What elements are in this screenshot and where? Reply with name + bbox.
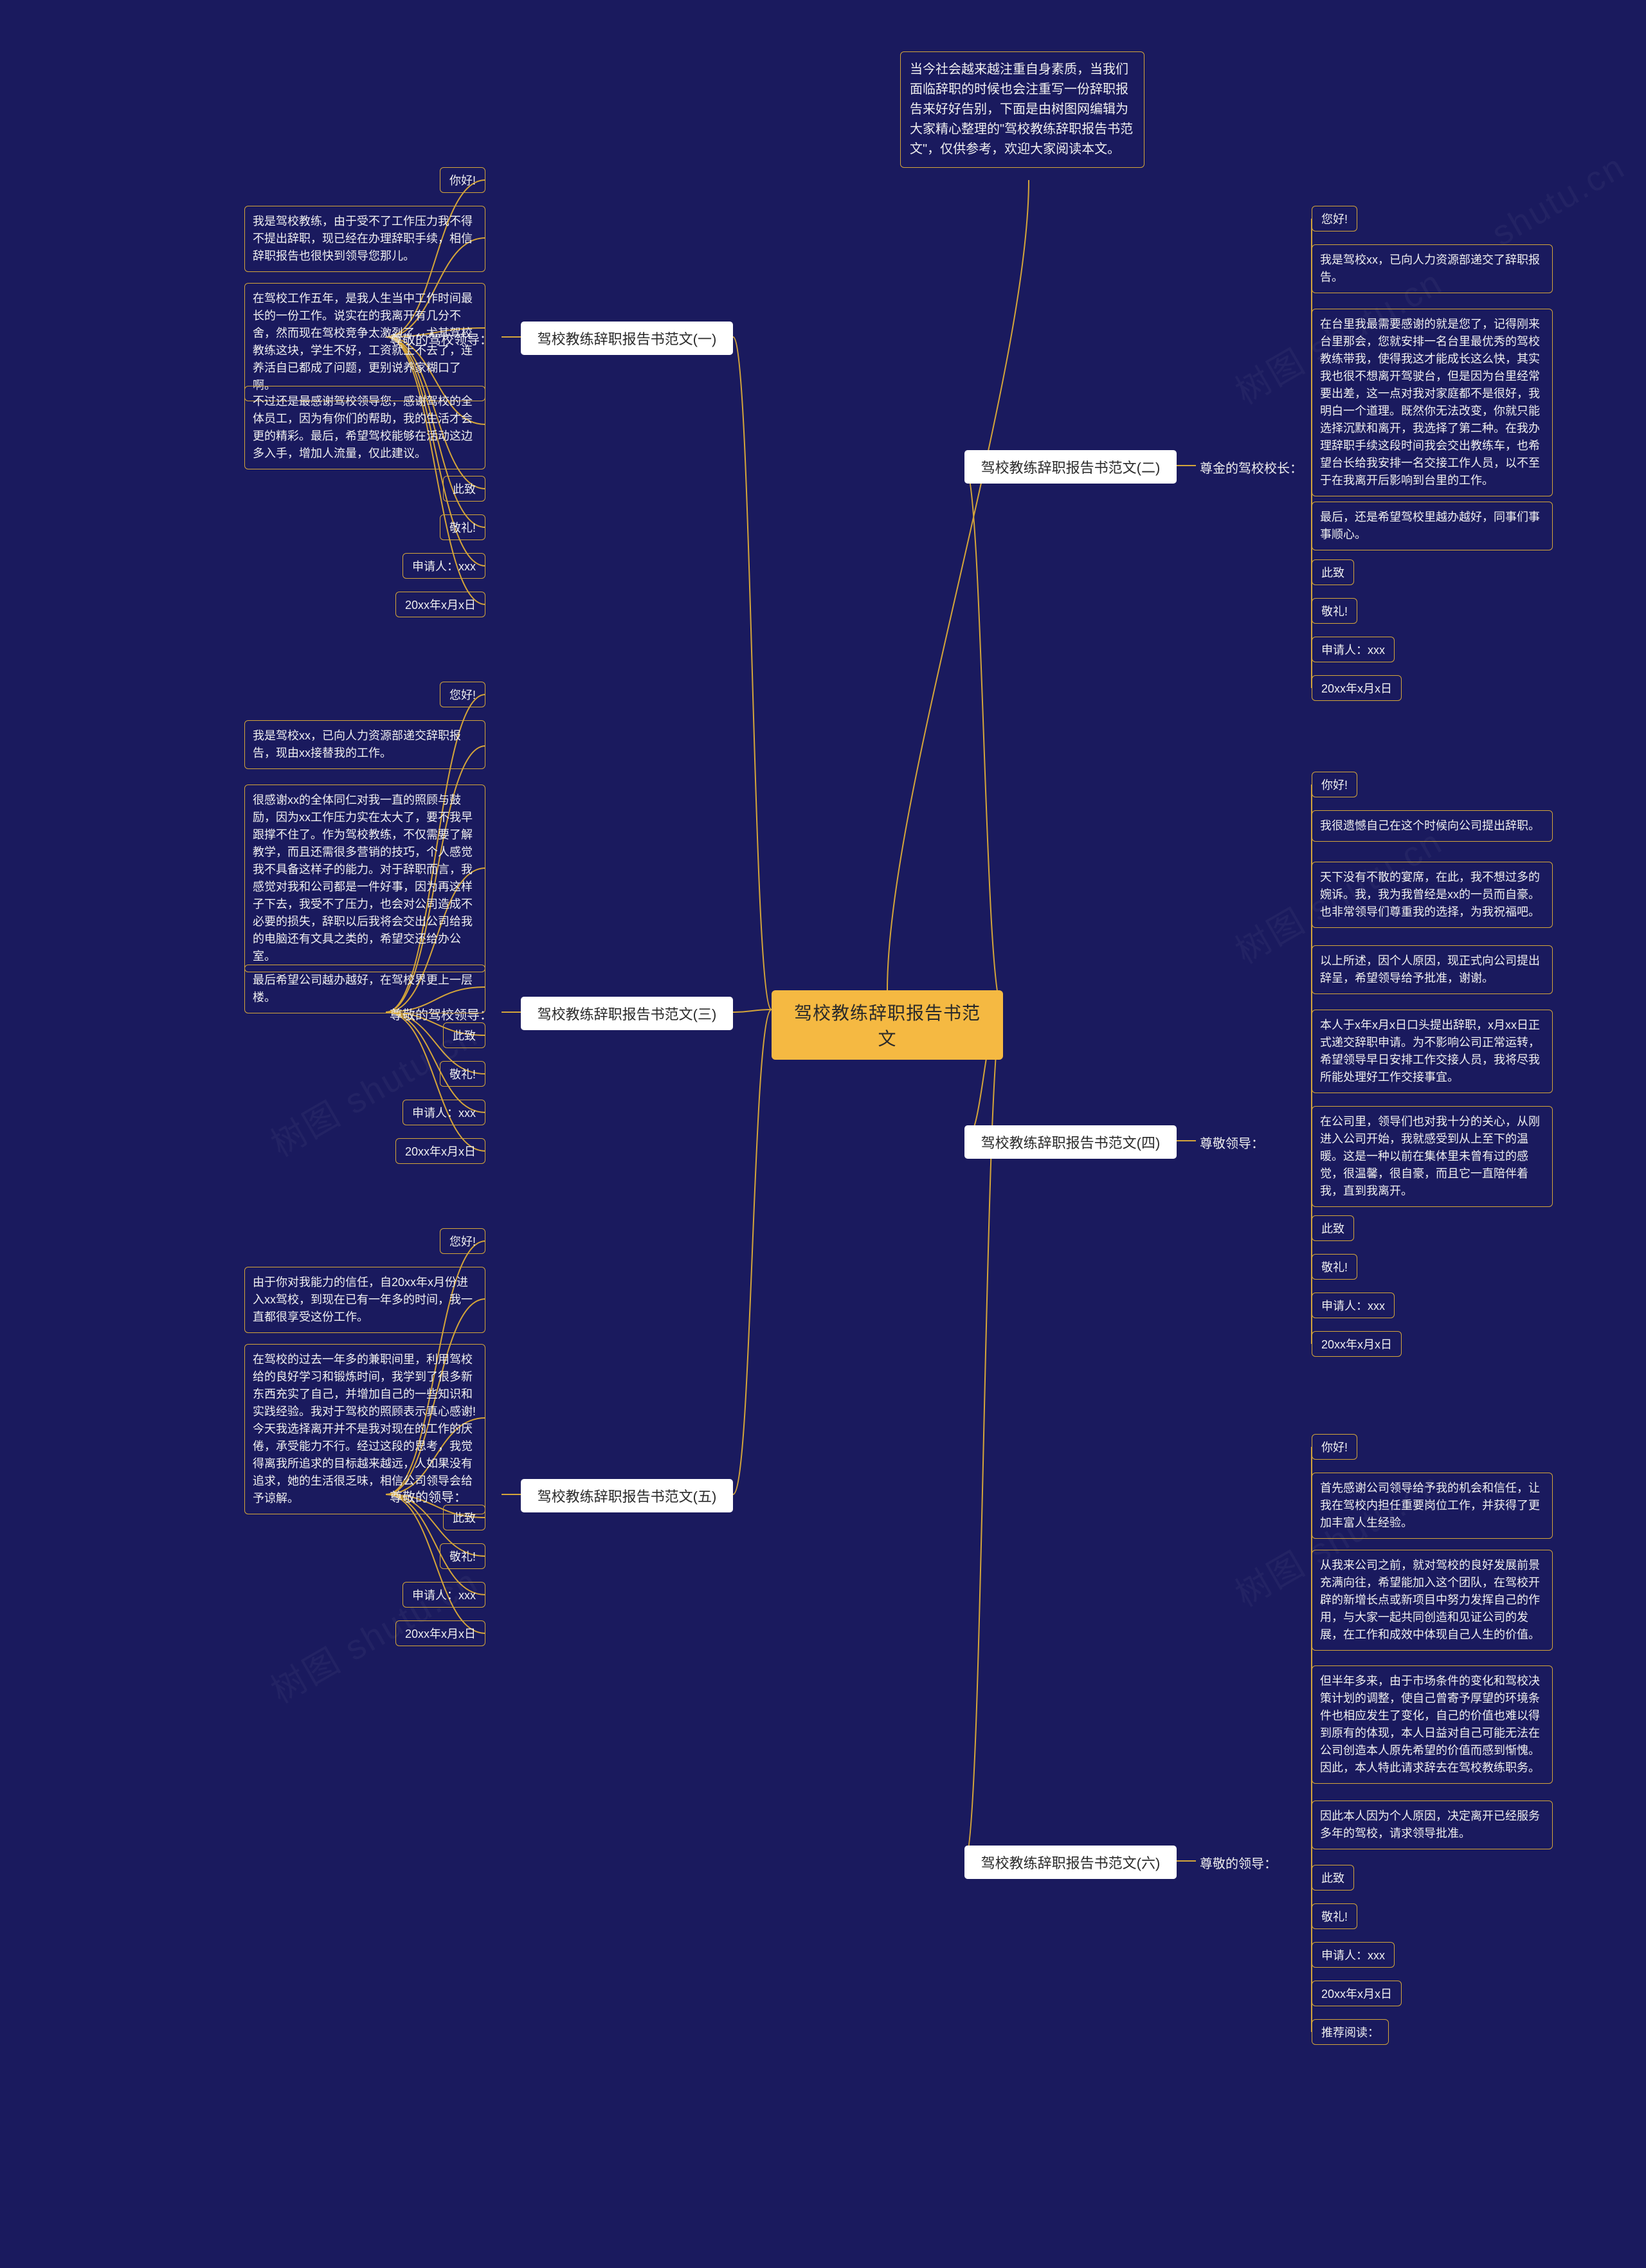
leaf-small: 敬礼! xyxy=(440,1543,485,1569)
section-node: 驾校教练辞职报告书范文(五) xyxy=(521,1479,733,1512)
leaf-small: 申请人：xxx xyxy=(1312,1293,1395,1318)
leaf-small: 申请人：xxx xyxy=(402,1582,485,1608)
leaf-small: 您好! xyxy=(1312,206,1357,231)
leaf-block: 不过还是最感谢驾校领导您，感谢驾校的全体员工，因为有你们的帮助，我的生活才会更的… xyxy=(244,386,485,469)
leaf-block: 本人于x年x月x日口头提出辞职，x月xx日正式递交辞职申请。为不影响公司正常运转… xyxy=(1312,1010,1553,1093)
leaf-small: 20xx年x月x日 xyxy=(1312,1981,1402,2006)
leaf-block: 因此本人因为个人原因，决定离开已经服务多年的驾校，请求领导批准。 xyxy=(1312,1801,1553,1849)
leaf-block: 在公司里，领导们也对我十分的关心，从刚进入公司开始，我就感受到从上至下的温暖。这… xyxy=(1312,1106,1553,1207)
leaf-small: 你好! xyxy=(1312,1434,1357,1460)
leaf-small: 申请人：xxx xyxy=(1312,637,1395,662)
addressee-label: 尊敬的领导： xyxy=(1196,1851,1312,1874)
leaf-block: 但半年多来，由于市场条件的变化和驾校决策计划的调整，使自己曾寄予厚望的环境条件也… xyxy=(1312,1665,1553,1784)
leaf-small: 敬礼! xyxy=(440,514,485,540)
section-node: 驾校教练辞职报告书范文(六) xyxy=(964,1846,1177,1879)
leaf-block: 以上所述，因个人原因，现正式向公司提出辞呈，希望领导给予批准，谢谢。 xyxy=(1312,945,1553,994)
leaf-block: 首先感谢公司领导给予我的机会和信任，让我在驾校内担任重要岗位工作，并获得了更加丰… xyxy=(1312,1473,1553,1539)
section-node: 驾校教练辞职报告书范文(一) xyxy=(521,322,733,355)
leaf-block: 最后，还是希望驾校里越办越好，同事们事事顺心。 xyxy=(1312,502,1553,550)
leaf-small: 您好! xyxy=(440,1228,485,1254)
addressee-label: 尊敬领导： xyxy=(1196,1130,1312,1154)
intro-node: 当今社会越来越注重自身素质，当我们面临辞职的时候也会注重写一份辞职报告来好好告别… xyxy=(900,51,1144,168)
leaf-block: 很感谢xx的全体同仁对我一直的照顾与鼓励，因为xx工作压力实在太大了，要不我早跟… xyxy=(244,785,485,972)
leaf-small: 敬礼! xyxy=(1312,598,1357,624)
section-node: 驾校教练辞职报告书范文(四) xyxy=(964,1125,1177,1159)
leaf-small: 你好! xyxy=(440,167,485,193)
leaf-small: 此致 xyxy=(1312,559,1354,585)
leaf-block: 天下没有不散的宴席，在此，我不想过多的婉诉。我，我为我曾经是xx的一员而自豪。也… xyxy=(1312,862,1553,928)
leaf-small: 你好! xyxy=(1312,772,1357,797)
leaf-small: 您好! xyxy=(440,682,485,707)
section-node: 驾校教练辞职报告书范文(二) xyxy=(964,450,1177,484)
leaf-small: 推荐阅读： xyxy=(1312,2019,1389,2045)
leaf-small: 申请人：xxx xyxy=(402,553,485,579)
leaf-block: 我是驾校xx，已向人力资源部递交了辞职报告。 xyxy=(1312,244,1553,293)
leaf-block: 在台里我最需要感谢的就是您了，记得刚来台里那会，您就安排一名台里最优秀的驾校教练… xyxy=(1312,309,1553,496)
leaf-block: 最后希望公司越办越好，在驾校界更上一层楼。 xyxy=(244,965,485,1013)
leaf-small: 20xx年x月x日 xyxy=(1312,675,1402,701)
leaf-block: 在驾校的过去一年多的兼职间里，利用驾校给的良好学习和锻炼时间，我学到了很多新东西… xyxy=(244,1344,485,1514)
leaf-small: 此致 xyxy=(1312,1865,1354,1891)
leaf-block: 从我来公司之前，就对驾校的良好发展前景充满向往，希望能加入这个团队，在驾校开辟的… xyxy=(1312,1550,1553,1651)
leaf-small: 20xx年x月x日 xyxy=(395,1620,485,1646)
watermark: shutu.cn xyxy=(1485,146,1632,254)
section-node: 驾校教练辞职报告书范文(三) xyxy=(521,997,733,1030)
leaf-small: 敬礼! xyxy=(440,1061,485,1087)
center-node: 驾校教练辞职报告书范文 xyxy=(772,990,1003,1060)
mindmap-canvas: 树图 shutu.cn树图 shutu.cn树图 shutu.cn树图 shut… xyxy=(0,0,1646,2268)
leaf-small: 此致 xyxy=(443,1505,485,1530)
leaf-block: 我是驾校教练，由于受不了工作压力我不得不提出辞职，现已经在办理辞职手续，相信辞职… xyxy=(244,206,485,272)
leaf-block: 我很遗憾自己在这个时候向公司提出辞职。 xyxy=(1312,810,1553,842)
leaf-small: 此致 xyxy=(443,1022,485,1048)
leaf-small: 20xx年x月x日 xyxy=(395,1138,485,1164)
leaf-small: 申请人：xxx xyxy=(402,1100,485,1125)
leaf-block: 在驾校工作五年，是我人生当中工作时间最长的一份工作。说实在的我离开有几分不舍，然… xyxy=(244,283,485,401)
leaf-small: 敬礼! xyxy=(1312,1903,1357,1929)
leaf-small: 20xx年x月x日 xyxy=(395,592,485,617)
leaf-block: 由于你对我能力的信任，自20xx年x月份进入xx驾校，到现在已有一年多的时间，我… xyxy=(244,1267,485,1333)
leaf-small: 20xx年x月x日 xyxy=(1312,1331,1402,1357)
leaf-small: 此致 xyxy=(1312,1215,1354,1241)
leaf-small: 此致 xyxy=(443,476,485,502)
addressee-label: 尊金的驾校校长： xyxy=(1196,455,1312,479)
leaf-block: 我是驾校xx，已向人力资源部递交辞职报告，现由xx接替我的工作。 xyxy=(244,720,485,769)
leaf-small: 申请人：xxx xyxy=(1312,1942,1395,1968)
leaf-small: 敬礼! xyxy=(1312,1254,1357,1280)
